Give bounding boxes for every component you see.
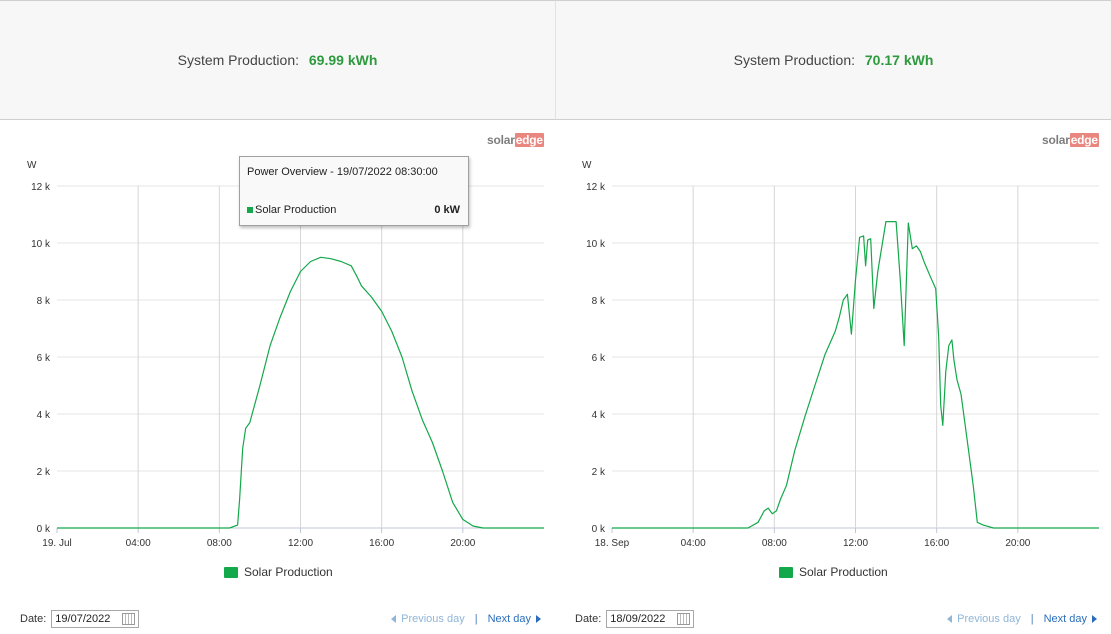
previous-day-link[interactable]: Previous day [391,613,465,625]
x-tick-label: 12:00 [843,538,868,549]
date-input[interactable]: 18/09/2022 [606,610,695,628]
previous-day-label: Previous day [401,613,465,625]
calendar-icon[interactable] [677,613,691,625]
system-production-text: System Production: 70.17 kWh [734,52,934,68]
x-tick-label: 04:00 [126,538,151,549]
date-input[interactable]: 19/07/2022 [51,610,140,628]
y-axis-label: W [582,160,592,171]
system-production-label: System Production: [733,52,855,68]
legend-swatch [224,566,238,578]
date-label: Date: [575,613,602,625]
series-line-solar-production [612,220,1099,529]
y-tick-label: 0 k [592,524,606,535]
next-day-link[interactable]: Next day [1044,613,1097,625]
arrow-left-icon [391,615,397,623]
previous-day-link[interactable]: Previous day [947,613,1021,625]
system-production-summary: System Production: 69.99 kWh [0,0,555,120]
tooltip-swatch [247,207,253,214]
next-day-link[interactable]: Next day [488,613,541,625]
tooltip-title: Power Overview - 19/07/2022 08:30:00 [247,166,438,178]
date-value: 19/07/2022 [55,613,111,625]
y-tick-label: 12 k [31,182,51,193]
nav-separator: | [1030,613,1034,625]
date-value: 18/09/2022 [610,613,666,625]
power-chart[interactable]: W 0 k 2 k 4 k 6 k 8 k 10 k 12 k 19. Jul 04:00 08:0… [0,121,555,561]
arrow-right-icon [1092,615,1097,623]
day-nav: Previous day | Next day [947,613,1097,625]
series-line-solar-production [57,256,544,529]
logo-part-edge: edge [514,133,544,147]
x-tick-label: 18. Sep [595,538,630,549]
system-production-value: 69.99 kWh [308,52,378,68]
tooltip-row: Solar Production 0 kW [247,204,460,216]
y-tick-label: 4 k [37,410,51,421]
legend-label: Solar Production [244,565,333,579]
calendar-icon[interactable] [122,613,136,625]
power-chart[interactable]: W 0 k 2 k 4 k 6 k 8 k 10 k 12 k 18. Sep 04:00 08:0… [555,121,1111,561]
x-tick-label: 04:00 [681,538,706,549]
arrow-right-icon [536,615,541,623]
date-navigation: Date: 18/09/2022 Previous day | Next day [575,609,1097,629]
logo-part-edge: edge [1069,133,1099,147]
legend-label: Solar Production [799,565,888,579]
y-tick-label: 8 k [592,296,606,307]
power-overview-tooltip: Power Overview - 19/07/2022 08:30:00 Sol… [239,156,469,226]
y-tick-label: 6 k [592,353,606,364]
system-production-label: System Production: [177,52,299,68]
solaredge-logo: solaredge [1042,133,1099,147]
x-tick-label: 08:00 [762,538,787,549]
y-tick-label: 12 k [586,182,606,193]
x-tick-label: 19. Jul [42,538,71,549]
nav-separator: | [474,613,478,625]
legend-swatch [779,566,793,578]
y-tick-label: 6 k [37,353,51,364]
arrow-left-icon [947,615,953,623]
x-tick-label: 20:00 [1005,538,1030,549]
production-panel-left: System Production: 69.99 kWh W 0 k 2 k 4 k 6… [0,0,555,634]
chart-legend[interactable]: Solar Production [779,565,888,579]
x-tick-label: 16:00 [924,538,949,549]
y-tick-label: 10 k [31,239,51,250]
x-tick-label: 12:00 [288,538,313,549]
solaredge-logo: solaredge [487,133,544,147]
x-tick-label: 16:00 [369,538,394,549]
y-axis-label: W [27,160,37,171]
y-tick-label: 0 k [37,524,51,535]
system-production-text: System Production: 69.99 kWh [178,52,378,68]
y-tick-label: 10 k [586,239,606,250]
y-tick-label: 4 k [592,410,606,421]
x-tick-label: 20:00 [450,538,475,549]
y-tick-label: 2 k [37,467,51,478]
tooltip-series-label: Solar Production [255,204,337,216]
system-production-summary: System Production: 70.17 kWh [555,0,1111,120]
next-day-label: Next day [487,613,531,625]
logo-part-solar: solar [487,133,515,147]
y-tick-label: 2 k [592,467,606,478]
date-navigation: Date: 19/07/2022 Previous day | Next day [20,609,541,629]
previous-day-label: Previous day [957,613,1021,625]
production-panel-right: System Production: 70.17 kWh W 0 k 2 k 4 k 6… [555,0,1111,634]
day-nav: Previous day | Next day [391,613,541,625]
logo-part-solar: solar [1042,133,1070,147]
y-tick-label: 8 k [37,296,51,307]
date-label: Date: [20,613,47,625]
system-production-value: 70.17 kWh [864,52,934,68]
tooltip-value: 0 kW [434,204,460,216]
next-day-label: Next day [1043,613,1087,625]
tooltip-series: Solar Production [247,204,336,216]
x-tick-label: 08:00 [207,538,232,549]
chart-legend[interactable]: Solar Production [224,565,333,579]
